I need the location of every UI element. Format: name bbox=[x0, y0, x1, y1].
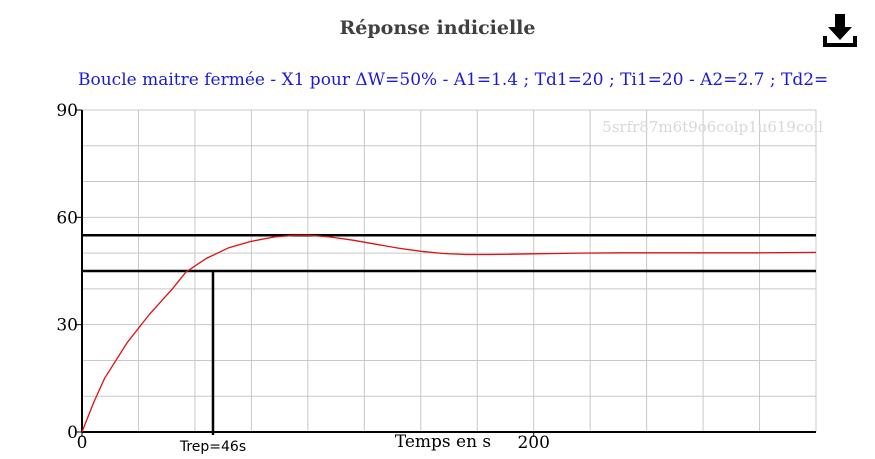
chart-watermark: 5srfr87m6t9o6colp1u619coil bbox=[602, 118, 823, 136]
page-title: Réponse indicielle bbox=[339, 17, 536, 39]
chart-subtitle: Boucle maitre fermée - X1 pour ΔW=50% - … bbox=[78, 70, 829, 90]
series-line bbox=[81, 234, 817, 433]
y-tick-label: 60 bbox=[56, 208, 78, 228]
x-tick-label: 200 bbox=[517, 433, 549, 453]
reference-lines bbox=[82, 233, 816, 435]
y-tick-label: 90 bbox=[56, 101, 78, 121]
axes bbox=[76, 109, 816, 437]
x-axis-label: Temps en s bbox=[395, 432, 491, 452]
x-tick-label: 0 bbox=[77, 433, 88, 453]
download-button[interactable] bbox=[822, 12, 858, 48]
y-tick-label: 0 bbox=[67, 423, 78, 443]
trep-annotation: Trep=46s bbox=[179, 439, 246, 455]
y-tick-label: 30 bbox=[56, 316, 78, 336]
download-icon bbox=[823, 14, 857, 47]
y-tick-labels: 0 30 60 90 bbox=[56, 101, 78, 443]
x-tick-labels: 0 200 bbox=[77, 433, 550, 453]
